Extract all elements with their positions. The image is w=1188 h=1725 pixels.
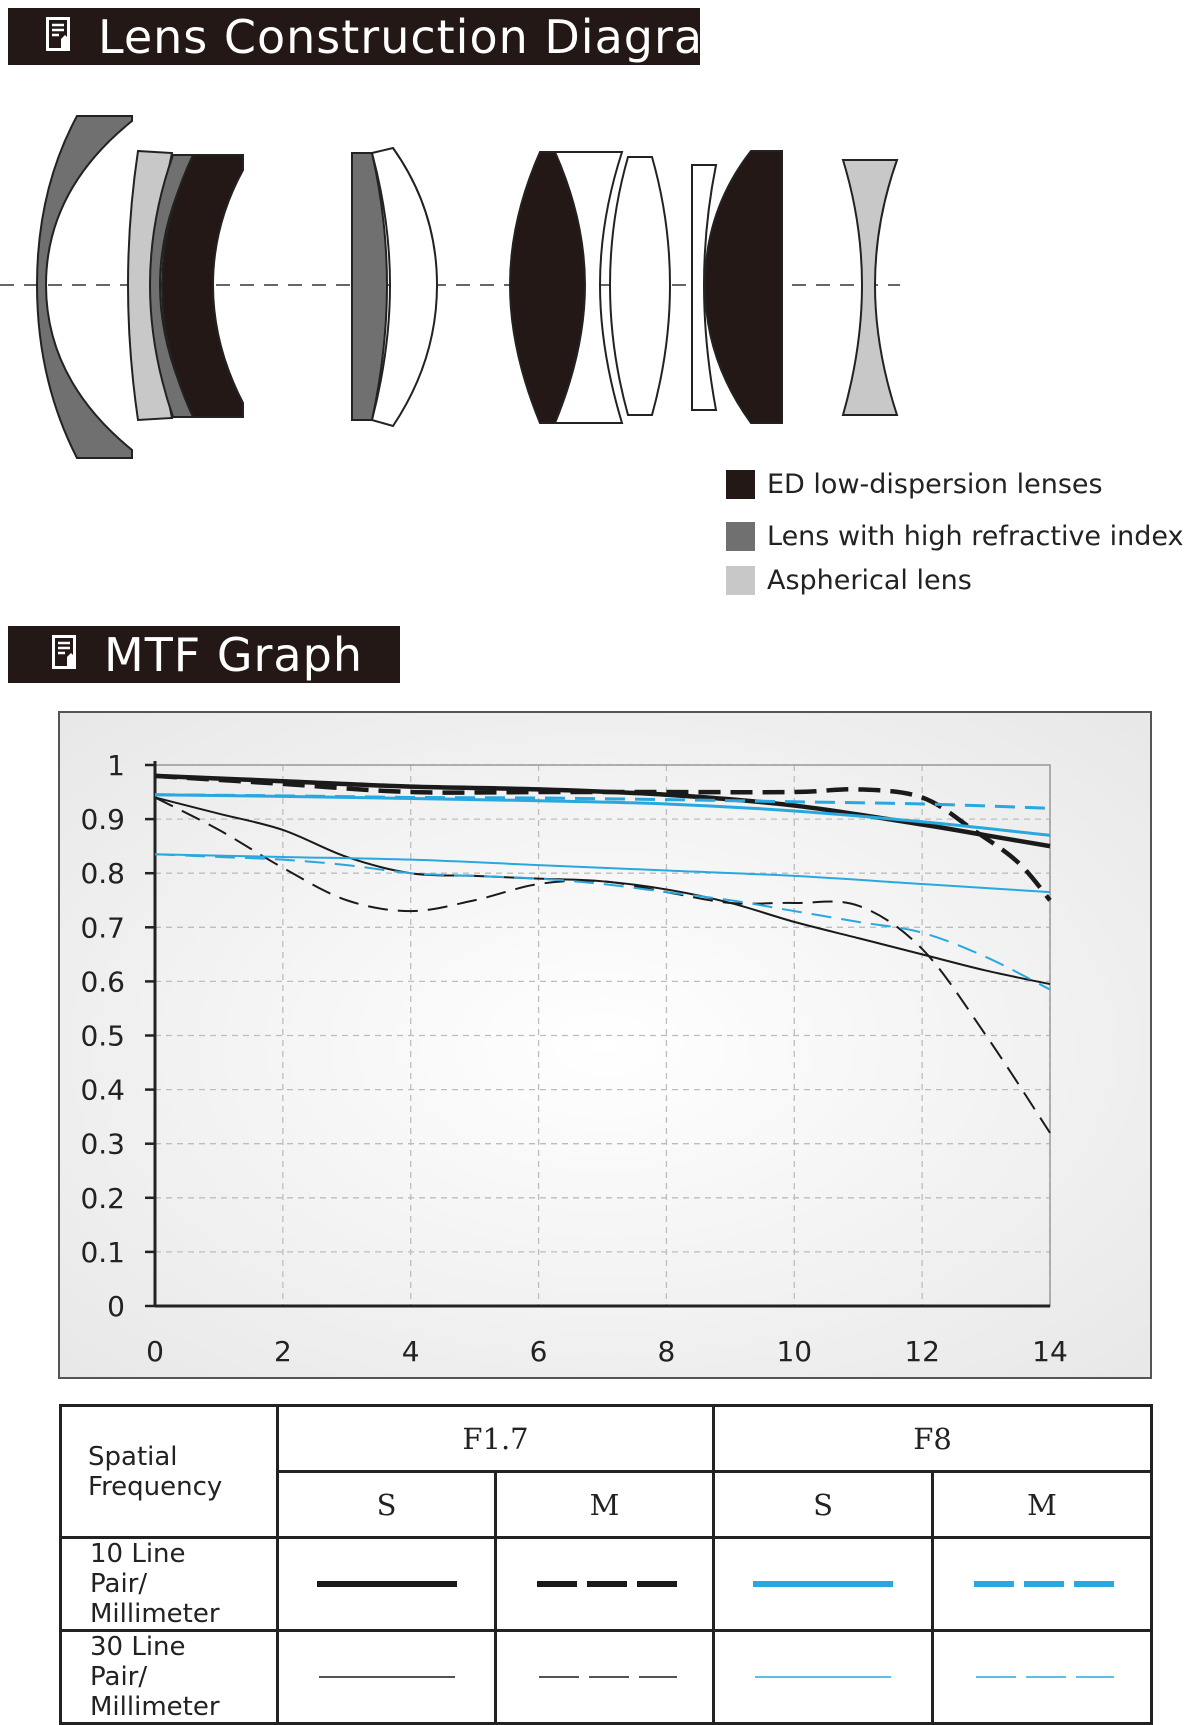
key-orientation-s-f17: S: [276, 1470, 497, 1539]
key-corner-label: Spatial Frequency: [88, 1441, 223, 1502]
key-line-f8-10-s: [712, 1536, 934, 1632]
y-tick-label: 0.4: [80, 1074, 125, 1107]
key-line-f17-10-s: [276, 1536, 497, 1632]
legend-item-aspherical: Aspherical lens: [726, 564, 1184, 596]
line-sample-black-solid-thin: [318, 1676, 455, 1678]
y-tick-label: 0.9: [80, 803, 125, 836]
legend-swatch-high-refractive: [726, 521, 755, 551]
series-line-F17-10lp-m: [154, 773, 1052, 902]
series-line-F17-30lp-s: [154, 796, 1051, 986]
series-line-F8-10lp-m: [154, 793, 1051, 810]
x-tick-label: 8: [658, 1335, 676, 1368]
key-line-f17-10-m: [494, 1536, 715, 1632]
y-tick-label: 0.6: [80, 965, 125, 998]
legend-label-high-refractive: Lens with high refractive index: [767, 520, 1184, 552]
series-line-F8-30lp-s: [154, 853, 1051, 894]
legend-item-ed: ED low-dispersion lenses: [726, 468, 1184, 500]
key-row-label-10lp: 10 Line Pair/ Millimeter: [90, 1539, 220, 1629]
lens-legend: ED low-dispersion lenses Lens with high …: [726, 468, 1184, 618]
line-sample-blue-solid-thick: [753, 1581, 893, 1587]
lens-element-8: [553, 151, 624, 424]
key-line-f17-30-s: [276, 1629, 497, 1725]
x-tick-label: 6: [530, 1335, 548, 1368]
x-tick-label: 12: [904, 1335, 940, 1368]
key-line-f17-30-m: [494, 1629, 715, 1725]
key-row-10lp: 10 Line Pair/ Millimeter: [59, 1536, 279, 1632]
chart-panel: [58, 711, 1152, 1379]
key-row-label-30lp: 30 Line Pair/ Millimeter: [90, 1632, 220, 1722]
key-corner-cell: Spatial Frequency: [59, 1404, 279, 1539]
legend-label-ed: ED low-dispersion lenses: [767, 468, 1103, 500]
chart-tick-labels: 00.10.20.30.40.50.60.70.80.910 2 4 6 8 10 12 14: [80, 749, 1067, 1368]
y-tick-label: 0.2: [80, 1182, 125, 1215]
chart-axes: [145, 761, 1050, 1308]
mtf-title: MTF Graph: [104, 627, 363, 682]
key-orientation-s-f8: S: [712, 1470, 934, 1539]
y-tick-label: 0.1: [80, 1236, 125, 1269]
lens-element-12: [841, 159, 899, 416]
plot-frame: [154, 764, 1051, 1307]
key-line-f8-30-m: [930, 1629, 1154, 1725]
mtf-key-table: Spatial Frequency F1.7 F8 S M S M 10 Lin…: [59, 1404, 1154, 1725]
legend-swatch-aspherical: [726, 565, 755, 595]
key-line-f8-10-m: [930, 1536, 1154, 1632]
series-line-F17-30lp-m: [154, 796, 1051, 1134]
y-tick-label: 0.7: [80, 911, 125, 944]
key-row-30lp: 30 Line Pair/ Millimeter: [59, 1629, 279, 1725]
lens-element-1: [35, 115, 133, 459]
line-sample-blue-dashed-thick: [974, 1581, 1114, 1587]
x-tick-label: 4: [402, 1335, 420, 1368]
legend-item-high-refractive: Lens with high refractive index: [726, 520, 1184, 552]
key-aperture-f17: F1.7: [276, 1404, 715, 1473]
lens-element-4: [160, 154, 244, 418]
document-pen-icon: [46, 16, 72, 57]
line-sample-blue-dashed-thin: [976, 1676, 1114, 1678]
legend-label-aspherical: Aspherical lens: [767, 564, 972, 596]
x-tick-label: 2: [274, 1335, 292, 1368]
y-tick-label: 0.3: [80, 1128, 125, 1161]
lens-element-11: [703, 150, 783, 424]
key-line-f8-30-s: [712, 1629, 934, 1725]
x-tick-label: 10: [776, 1335, 812, 1368]
chart-series: [154, 773, 1052, 1134]
x-tick-label: 0: [146, 1335, 164, 1368]
key-orientation-m-f17: M: [494, 1470, 715, 1539]
key-orientation-m-f8: M: [930, 1470, 1154, 1539]
series-line-F8-10lp-s: [154, 793, 1051, 837]
line-sample-black-dashed-thin: [538, 1676, 677, 1678]
lens-construction-header: Lens Construction Diagram: [8, 8, 748, 65]
y-tick-label: 1: [107, 749, 125, 782]
y-tick-label: 0.5: [80, 1020, 125, 1053]
line-sample-blue-solid-thin: [755, 1676, 891, 1678]
y-tick-label: 0: [107, 1290, 125, 1323]
document-pen-icon: [52, 634, 78, 675]
lens-diagram: [0, 115, 900, 459]
lens-element-6: [370, 146, 439, 428]
series-line-F17-10lp-s: [154, 773, 1051, 849]
line-sample-black-solid-thick: [316, 1581, 457, 1587]
series-line-F8-30lp-m: [154, 853, 1051, 991]
chart-grid: [154, 764, 1051, 1307]
lens-element-9: [608, 156, 672, 416]
line-sample-black-dashed-thick: [536, 1581, 677, 1587]
mtf-header: MTF Graph: [8, 626, 400, 683]
legend-swatch-ed: [726, 469, 755, 499]
x-tick-label: 14: [1032, 1335, 1068, 1368]
y-tick-label: 0.8: [80, 857, 125, 890]
key-aperture-f8: F8: [711, 1404, 1154, 1473]
page-title: Lens Construction Diagram: [98, 9, 749, 64]
